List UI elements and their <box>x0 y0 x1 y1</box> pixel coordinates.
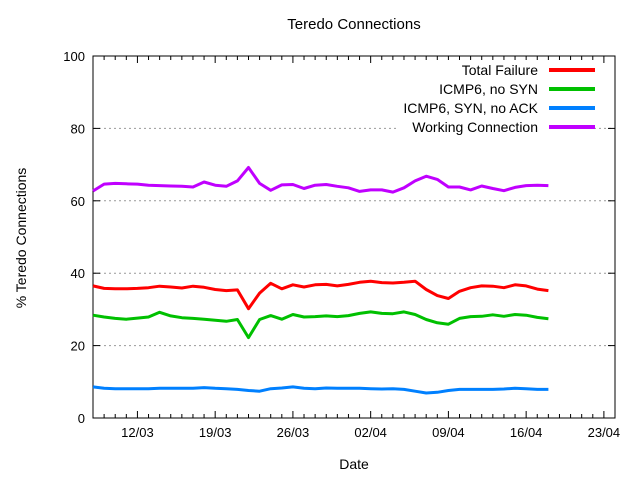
legend-line-sample <box>549 86 595 91</box>
legend-item-icmp6-syn-no-ack: ICMP6, SYN, no ACK <box>403 98 595 117</box>
x-tick-label: 16/04 <box>510 425 543 440</box>
legend-item-working-connection: Working Connection <box>403 117 595 136</box>
legend-line-sample <box>549 105 595 110</box>
legend-line-sample <box>549 67 595 72</box>
y-tick-label: 20 <box>71 339 85 354</box>
x-tick-label: 19/03 <box>199 425 232 440</box>
x-tick-label: 09/04 <box>432 425 465 440</box>
legend-item-icmp6-no-syn: ICMP6, no SYN <box>403 79 595 98</box>
y-tick-label: 80 <box>71 121 85 136</box>
series-line-icmp6-no-syn <box>92 310 549 340</box>
series-line-total-failure <box>92 279 549 311</box>
legend-label: Working Connection <box>412 118 538 135</box>
plot-border <box>92 55 616 419</box>
y-tick-label: 100 <box>63 49 85 64</box>
legend-item-total-failure: Total Failure <box>403 60 595 79</box>
y-axis-label: % Teredo Connections <box>13 167 29 309</box>
chart-title: Teredo Connections <box>287 16 421 33</box>
x-tick-label: 23/04 <box>588 425 621 440</box>
y-tick-label: 40 <box>71 266 85 281</box>
y-tick-label: 0 <box>78 411 85 426</box>
legend-label: ICMP6, no SYN <box>439 80 538 97</box>
y-tick-label: 60 <box>71 194 85 209</box>
legend-label: ICMP6, SYN, no ACK <box>403 99 538 116</box>
series-line-icmp6-syn-no-ack <box>92 385 549 395</box>
x-axis-label: Date <box>339 456 369 472</box>
legend-label: Total Failure <box>461 61 538 78</box>
series-line-working-connection <box>92 166 549 194</box>
x-tick-label: 02/04 <box>354 425 387 440</box>
legend-line-sample <box>549 124 595 129</box>
legend: Total Failure ICMP6, no SYN ICMP6, SYN, no… <box>397 60 595 136</box>
x-tick-label: 26/03 <box>277 425 310 440</box>
x-tick-label: 12/03 <box>121 425 154 440</box>
